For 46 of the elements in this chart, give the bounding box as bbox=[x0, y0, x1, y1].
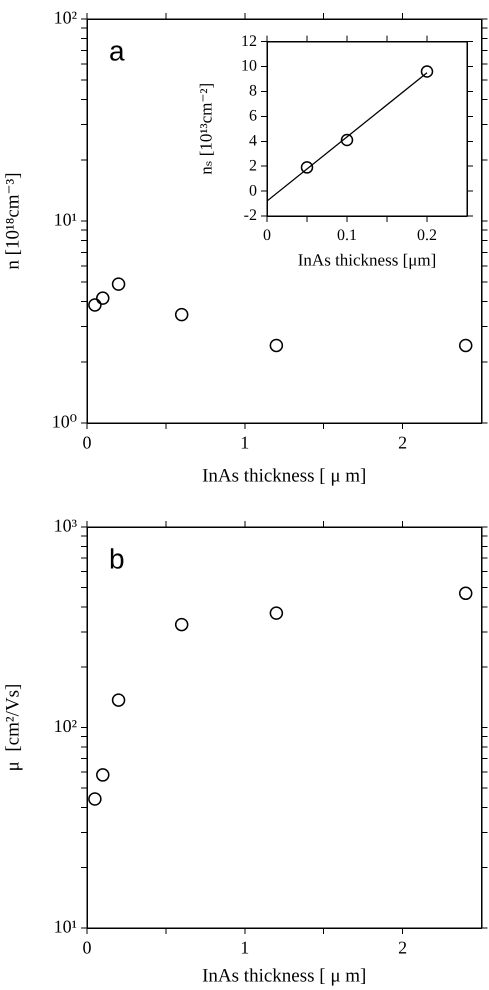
annotation: a bbox=[109, 36, 125, 67]
x-tick-label: 2 bbox=[398, 432, 408, 453]
point bbox=[270, 606, 284, 620]
point bbox=[112, 277, 126, 291]
y-tick-label: 10² bbox=[54, 716, 77, 736]
point bbox=[458, 586, 472, 600]
y-tick-label: 10 bbox=[241, 58, 257, 75]
point bbox=[174, 308, 188, 322]
x-tick-label: 2 bbox=[398, 938, 408, 958]
point bbox=[112, 693, 126, 707]
y-tick-label: 8 bbox=[249, 82, 257, 100]
annotation: b bbox=[109, 544, 125, 575]
point bbox=[270, 338, 284, 352]
point bbox=[96, 768, 110, 782]
y-axis-title: μ [cm²/Vs] bbox=[2, 684, 24, 772]
y-tick-label: 4 bbox=[249, 132, 257, 150]
point bbox=[340, 134, 354, 146]
y-tick-label: 10² bbox=[54, 8, 77, 28]
point bbox=[300, 161, 314, 174]
x-tick-label: 0.2 bbox=[417, 226, 437, 244]
point bbox=[88, 298, 102, 312]
point bbox=[96, 291, 110, 305]
y-tick-label: 10¹ bbox=[54, 916, 77, 937]
x-axis-title: InAs thickness [μm] bbox=[298, 250, 436, 270]
point bbox=[88, 792, 102, 806]
y-tick-label: -2 bbox=[244, 207, 257, 224]
y-tick-label: 12 bbox=[241, 32, 257, 50]
x-tick-label: 0 bbox=[263, 226, 271, 244]
y-axis-title: n [10¹⁸cm⁻³] bbox=[2, 172, 24, 270]
x-tick-label: 1 bbox=[240, 432, 250, 453]
y-tick-label: 0 bbox=[249, 182, 257, 200]
point bbox=[458, 338, 472, 352]
y-tick-label: 10³ bbox=[54, 516, 78, 536]
y-tick-label: 2 bbox=[249, 157, 257, 174]
y-tick-label: 6 bbox=[249, 108, 257, 125]
x-tick-label: 0.1 bbox=[337, 226, 357, 244]
x-tick-label: 0 bbox=[82, 938, 92, 958]
y-tick-label: 10⁰ bbox=[52, 412, 77, 432]
y-axis-title: nₛ [10¹³cm⁻²] bbox=[196, 82, 216, 175]
point bbox=[420, 65, 434, 78]
point bbox=[174, 618, 188, 632]
x-tick-label: 0 bbox=[82, 432, 92, 453]
x-axis-title: InAs thickness [ μ m] bbox=[202, 966, 366, 987]
y-tick-label: 10¹ bbox=[54, 210, 77, 230]
x-axis-title: InAs thickness [ μ m] bbox=[202, 466, 366, 487]
x-tick-label: 1 bbox=[240, 938, 250, 958]
